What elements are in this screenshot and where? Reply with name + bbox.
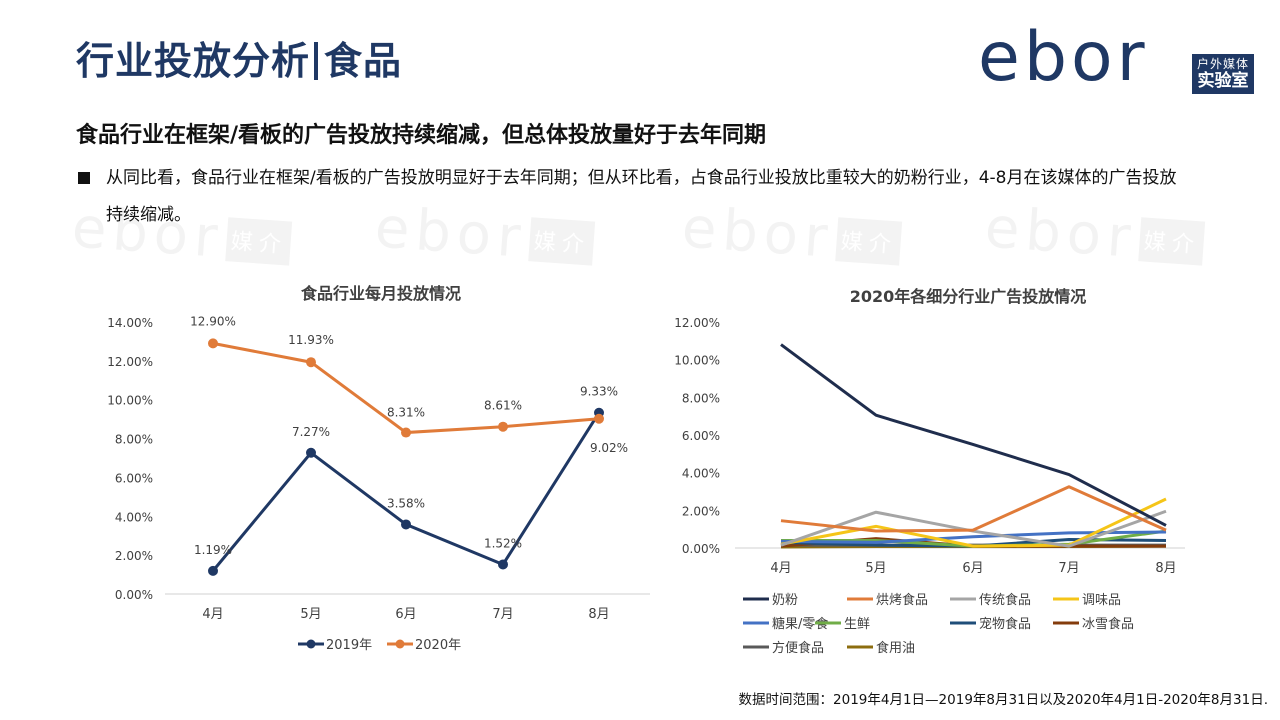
legend-item: 传统食品 [950, 592, 1031, 608]
y-tick-label: 2.00% [682, 504, 720, 518]
data-point [306, 447, 316, 458]
x-tick-label: 4月 [202, 607, 223, 622]
legend-item: 生鲜 [815, 617, 870, 632]
data-point [594, 413, 604, 424]
x-tick-label: 5月 [300, 607, 321, 622]
y-tick-label: 8.00% [115, 433, 153, 447]
legend-label: 生鲜 [844, 617, 870, 632]
legend-item: 2019年 [298, 638, 372, 653]
logo-badge-line2: 实验室 [1197, 71, 1249, 91]
legend-label: 调味品 [1082, 593, 1121, 608]
x-tick-label: 6月 [962, 561, 983, 576]
data-point [498, 559, 508, 570]
data-label: 1.52% [484, 536, 522, 550]
y-tick-label: 6.00% [682, 429, 720, 443]
subtitle: 食品行业在框架/看板的广告投放持续缩减，但总体投放量好于去年同期 [76, 123, 767, 148]
footnote: 数据时间范围：2019年4月1日—2019年8月31日以及2020年4月1日-2… [738, 692, 1268, 708]
data-label: 11.93% [288, 333, 334, 347]
data-point [208, 338, 218, 349]
series-line-糖果/零食 [780, 530, 1167, 544]
y-tick-label: 12.00% [107, 355, 153, 369]
legend-item: 烘烤食品 [847, 592, 928, 608]
legend-item: 宠物食品 [950, 616, 1031, 632]
data-point [401, 519, 411, 530]
legend-label: 食用油 [876, 640, 915, 656]
x-tick-label: 6月 [395, 607, 416, 622]
data-label: 1.19% [194, 543, 232, 557]
y-tick-label: 14.00% [107, 316, 153, 330]
logo-badge-line1: 户外媒体 [1196, 57, 1249, 71]
x-tick-label: 7月 [492, 607, 513, 622]
data-point [401, 427, 411, 438]
title-right: 食品 [324, 39, 403, 83]
data-label: 7.27% [292, 425, 330, 439]
legend-label: 糖果/零食 [772, 616, 828, 632]
legend-item: 调味品 [1053, 593, 1121, 608]
y-tick-label: 0.00% [682, 542, 720, 556]
chart-segments-2020: 2020年各细分行业广告投放情况 0.00% 2.00% 4.00% 6.00% 8.0… [674, 287, 1185, 656]
legend-label: 奶粉 [772, 593, 798, 608]
x-tick-label: 8月 [1155, 561, 1176, 576]
bullet-square-icon [78, 172, 90, 184]
data-label: 9.33% [580, 385, 618, 399]
y-tick-label: 8.00% [682, 391, 720, 405]
y-tick-label: 2.00% [115, 549, 153, 563]
chart-monthly-food: 食品行业每月投放情况 0.00% 2.00% 4.00% 6.00% 8.00% 10.0… [107, 284, 650, 653]
legend-item: 2020年 [387, 638, 461, 653]
x-tick-label: 7月 [1058, 561, 1079, 576]
title-left: 行业投放分析 [76, 39, 311, 83]
legend-item: 食用油 [847, 640, 915, 656]
series-line-烘烤食品 [780, 485, 1167, 533]
series-line-奶粉 [780, 343, 1167, 527]
data-point [498, 421, 508, 432]
bullet-point: 从同比看，食品行业在框架/看板的广告投放明显好于去年同期；但从环比看，占食品行业… [76, 160, 1186, 234]
data-label: 8.31% [387, 406, 425, 420]
data-point [208, 565, 218, 576]
data-label: 12.90% [190, 314, 236, 328]
chart-title: 2020年各细分行业广告投放情况 [850, 287, 1087, 306]
logo-badge: 户外媒体 实验室 [1192, 54, 1254, 94]
y-tick-label: 0.00% [115, 588, 153, 602]
legend-label: 烘烤食品 [876, 592, 928, 608]
legend-marker-icon [306, 639, 316, 649]
series-line-调味品 [780, 497, 1167, 548]
legend-item: 冰雪食品 [1053, 616, 1134, 632]
y-tick-label: 10.00% [107, 394, 153, 408]
legend-marker-icon [395, 639, 405, 649]
legend-label: 方便食品 [772, 640, 824, 656]
legend-label: 2020年 [415, 638, 461, 653]
legend-label: 宠物食品 [979, 616, 1031, 632]
y-tick-label: 6.00% [115, 471, 153, 485]
data-label: 8.61% [484, 399, 522, 413]
legend-label: 冰雪食品 [1082, 616, 1134, 632]
legend-label: 传统食品 [979, 592, 1031, 608]
chart-title: 食品行业每月投放情况 [300, 284, 461, 303]
data-label: 3.58% [387, 496, 425, 510]
legend-item: 糖果/零食 [743, 616, 828, 632]
legend-item: 方便食品 [743, 640, 824, 656]
page-title: 行业投放分析 食品 [76, 42, 402, 80]
bullet-text: 从同比看，食品行业在框架/看板的广告投放明显好于去年同期；但从环比看，占食品行业… [106, 168, 1177, 225]
legend-label: 2019年 [326, 638, 372, 653]
y-tick-label: 12.00% [674, 316, 720, 330]
y-tick-label: 4.00% [115, 510, 153, 524]
x-tick-label: 4月 [770, 561, 791, 576]
logo-wordmark: ebor [978, 18, 1149, 97]
title-divider [314, 42, 319, 80]
x-tick-label: 8月 [588, 607, 609, 622]
data-point [306, 357, 316, 368]
ebor-logo: ebor 户外媒体 实验室 [978, 24, 1256, 100]
y-tick-label: 10.00% [674, 354, 720, 368]
data-label: 9.02% [590, 441, 628, 455]
legend-item: 奶粉 [743, 593, 798, 608]
x-tick-label: 5月 [865, 561, 886, 576]
y-tick-label: 4.00% [682, 467, 720, 481]
